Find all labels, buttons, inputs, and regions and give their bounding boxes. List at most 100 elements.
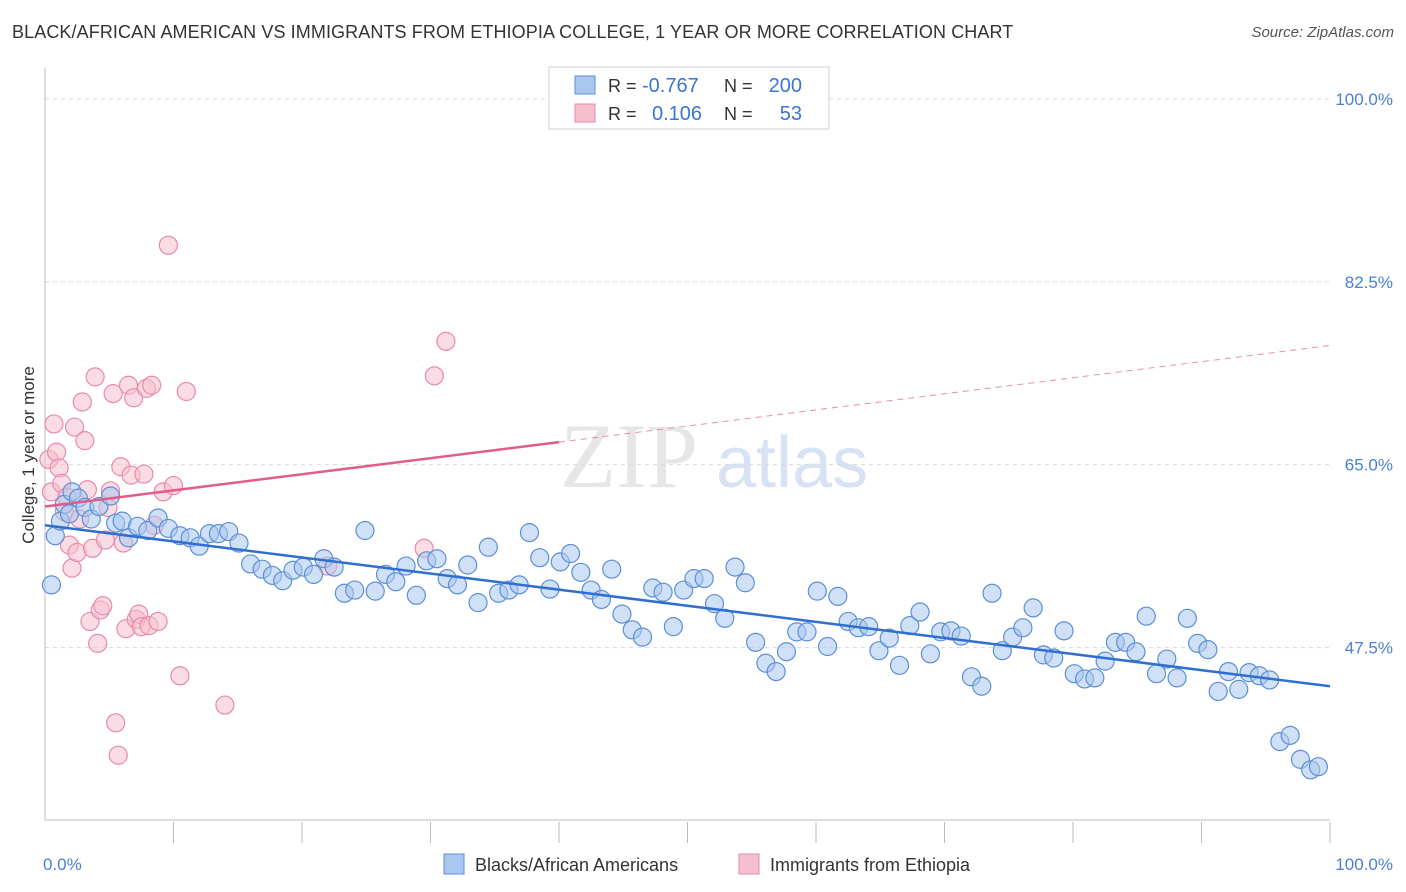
point-blacks-african-americans xyxy=(807,581,827,601)
point-blacks-african-americans xyxy=(602,559,622,579)
point-blacks-african-americans xyxy=(355,520,375,541)
y-axis-label: College, 1 year or more xyxy=(19,366,38,544)
point-immigrants-ethiopia xyxy=(158,235,178,255)
point-immigrants-ethiopia xyxy=(424,366,444,386)
point-immigrants-ethiopia xyxy=(88,633,108,653)
point-blacks-african-americans xyxy=(1126,642,1146,662)
point-blacks-african-americans xyxy=(951,626,971,646)
legend-n-label-2: N = xyxy=(724,104,753,124)
point-blacks-african-americans xyxy=(458,555,478,575)
point-blacks-african-americans xyxy=(746,632,766,652)
point-blacks-african-americans xyxy=(1054,621,1074,641)
y-tick-label: 100.0% xyxy=(1335,90,1393,109)
source-credit: Source: ZipAtlas.com xyxy=(1251,24,1394,41)
legend: R = -0.767 N = 200 R = 0.106 N = 53 xyxy=(548,66,830,130)
point-immigrants-ethiopia xyxy=(176,381,196,402)
point-immigrants-ethiopia xyxy=(215,695,235,715)
point-blacks-african-americans xyxy=(1023,598,1043,618)
bottom-legend-label-blue: Blacks/African Americans xyxy=(475,855,678,875)
point-blacks-african-americans xyxy=(612,604,632,624)
legend-n-value-1: 200 xyxy=(769,75,802,97)
watermark-atlas: atlas xyxy=(716,423,868,503)
point-blacks-african-americans xyxy=(41,575,62,595)
series-immigrants-ethiopia xyxy=(39,235,456,765)
watermark: ZIP atlas xyxy=(560,405,868,507)
point-blacks-african-americans xyxy=(560,543,581,564)
legend-n-value-2: 53 xyxy=(780,103,802,125)
point-blacks-african-americans xyxy=(869,641,889,661)
point-blacks-african-americans xyxy=(1229,679,1249,699)
point-blacks-african-americans xyxy=(879,628,899,648)
point-blacks-african-americans xyxy=(571,562,591,582)
grid-lines xyxy=(45,98,1330,649)
point-blacks-african-americans xyxy=(776,642,797,662)
trend-lines xyxy=(44,345,1331,688)
point-immigrants-ethiopia xyxy=(44,414,64,434)
point-blacks-african-americans xyxy=(1013,618,1033,638)
point-immigrants-ethiopia xyxy=(436,331,456,351)
point-blacks-african-americans xyxy=(972,676,992,696)
point-immigrants-ethiopia xyxy=(148,611,168,632)
watermark-zip: ZIP xyxy=(560,405,698,507)
series-blacks-african-americans xyxy=(41,482,1329,780)
point-blacks-african-americans xyxy=(1157,649,1177,669)
bottom-legend: Blacks/African Americans Immigrants from… xyxy=(443,853,971,875)
point-immigrants-ethiopia xyxy=(72,392,92,412)
point-blacks-african-americans xyxy=(735,573,755,593)
x-tick-label-max: 100.0% xyxy=(1335,855,1393,874)
y-tick-label: 82.5% xyxy=(1345,273,1393,292)
y-tick-label: 65.0% xyxy=(1345,456,1393,475)
bottom-legend-swatch-pink xyxy=(738,853,760,875)
trend-line-blue xyxy=(44,524,1331,688)
point-blacks-african-americans xyxy=(817,636,838,657)
point-blacks-african-americans xyxy=(1198,640,1218,660)
point-immigrants-ethiopia xyxy=(106,713,126,733)
point-blacks-african-americans xyxy=(138,520,158,541)
point-immigrants-ethiopia xyxy=(142,375,162,395)
legend-r-label-2: R = xyxy=(608,104,637,124)
y-tick-label: 47.5% xyxy=(1345,639,1393,658)
tick-labels: 47.5% 65.0% 82.5% 100.0% 0.0% 100.0% xyxy=(43,90,1393,874)
point-blacks-african-americans xyxy=(982,583,1002,603)
axes xyxy=(44,68,1331,843)
chart-title: BLACK/AFRICAN AMERICAN VS IMMIGRANTS FRO… xyxy=(12,22,1014,42)
point-blacks-african-americans xyxy=(653,582,673,602)
point-blacks-african-americans xyxy=(478,537,498,557)
point-blacks-african-americans xyxy=(303,564,324,585)
bottom-legend-swatch-blue xyxy=(443,853,465,875)
point-immigrants-ethiopia xyxy=(93,596,113,616)
point-blacks-african-americans xyxy=(365,581,385,601)
bottom-legend-label-pink: Immigrants from Ethiopia xyxy=(770,855,971,875)
point-immigrants-ethiopia xyxy=(170,666,190,686)
legend-swatch-blue xyxy=(574,75,596,95)
point-blacks-african-americans xyxy=(386,572,406,592)
point-blacks-african-americans xyxy=(406,585,426,605)
point-immigrants-ethiopia xyxy=(49,458,69,478)
point-blacks-african-americans xyxy=(100,486,121,506)
point-blacks-african-americans xyxy=(828,586,848,606)
point-blacks-african-americans xyxy=(1095,651,1115,671)
point-blacks-african-americans xyxy=(530,548,550,568)
point-blacks-african-americans xyxy=(663,617,683,637)
point-blacks-african-americans xyxy=(1177,608,1197,628)
trend-line-extension-pink xyxy=(558,345,1331,443)
point-blacks-african-americans xyxy=(229,533,249,553)
point-immigrants-ethiopia xyxy=(108,745,128,765)
point-immigrants-ethiopia xyxy=(134,464,154,484)
point-blacks-african-americans xyxy=(694,568,714,589)
legend-swatch-pink xyxy=(574,103,596,123)
point-blacks-african-americans xyxy=(725,557,745,577)
legend-r-value-2: 0.106 xyxy=(652,103,702,125)
legend-n-label-1: N = xyxy=(724,76,753,96)
point-blacks-african-americans xyxy=(1308,757,1329,777)
legend-box xyxy=(548,66,830,130)
point-blacks-african-americans xyxy=(1208,681,1228,702)
x-tick-label-min: 0.0% xyxy=(43,855,82,874)
point-blacks-african-americans xyxy=(797,622,817,642)
point-blacks-african-americans xyxy=(1085,668,1105,688)
point-blacks-african-americans xyxy=(427,549,447,569)
point-immigrants-ethiopia xyxy=(124,388,144,408)
legend-r-value-1: -0.767 xyxy=(642,75,699,97)
trend-line-pink xyxy=(44,440,560,508)
